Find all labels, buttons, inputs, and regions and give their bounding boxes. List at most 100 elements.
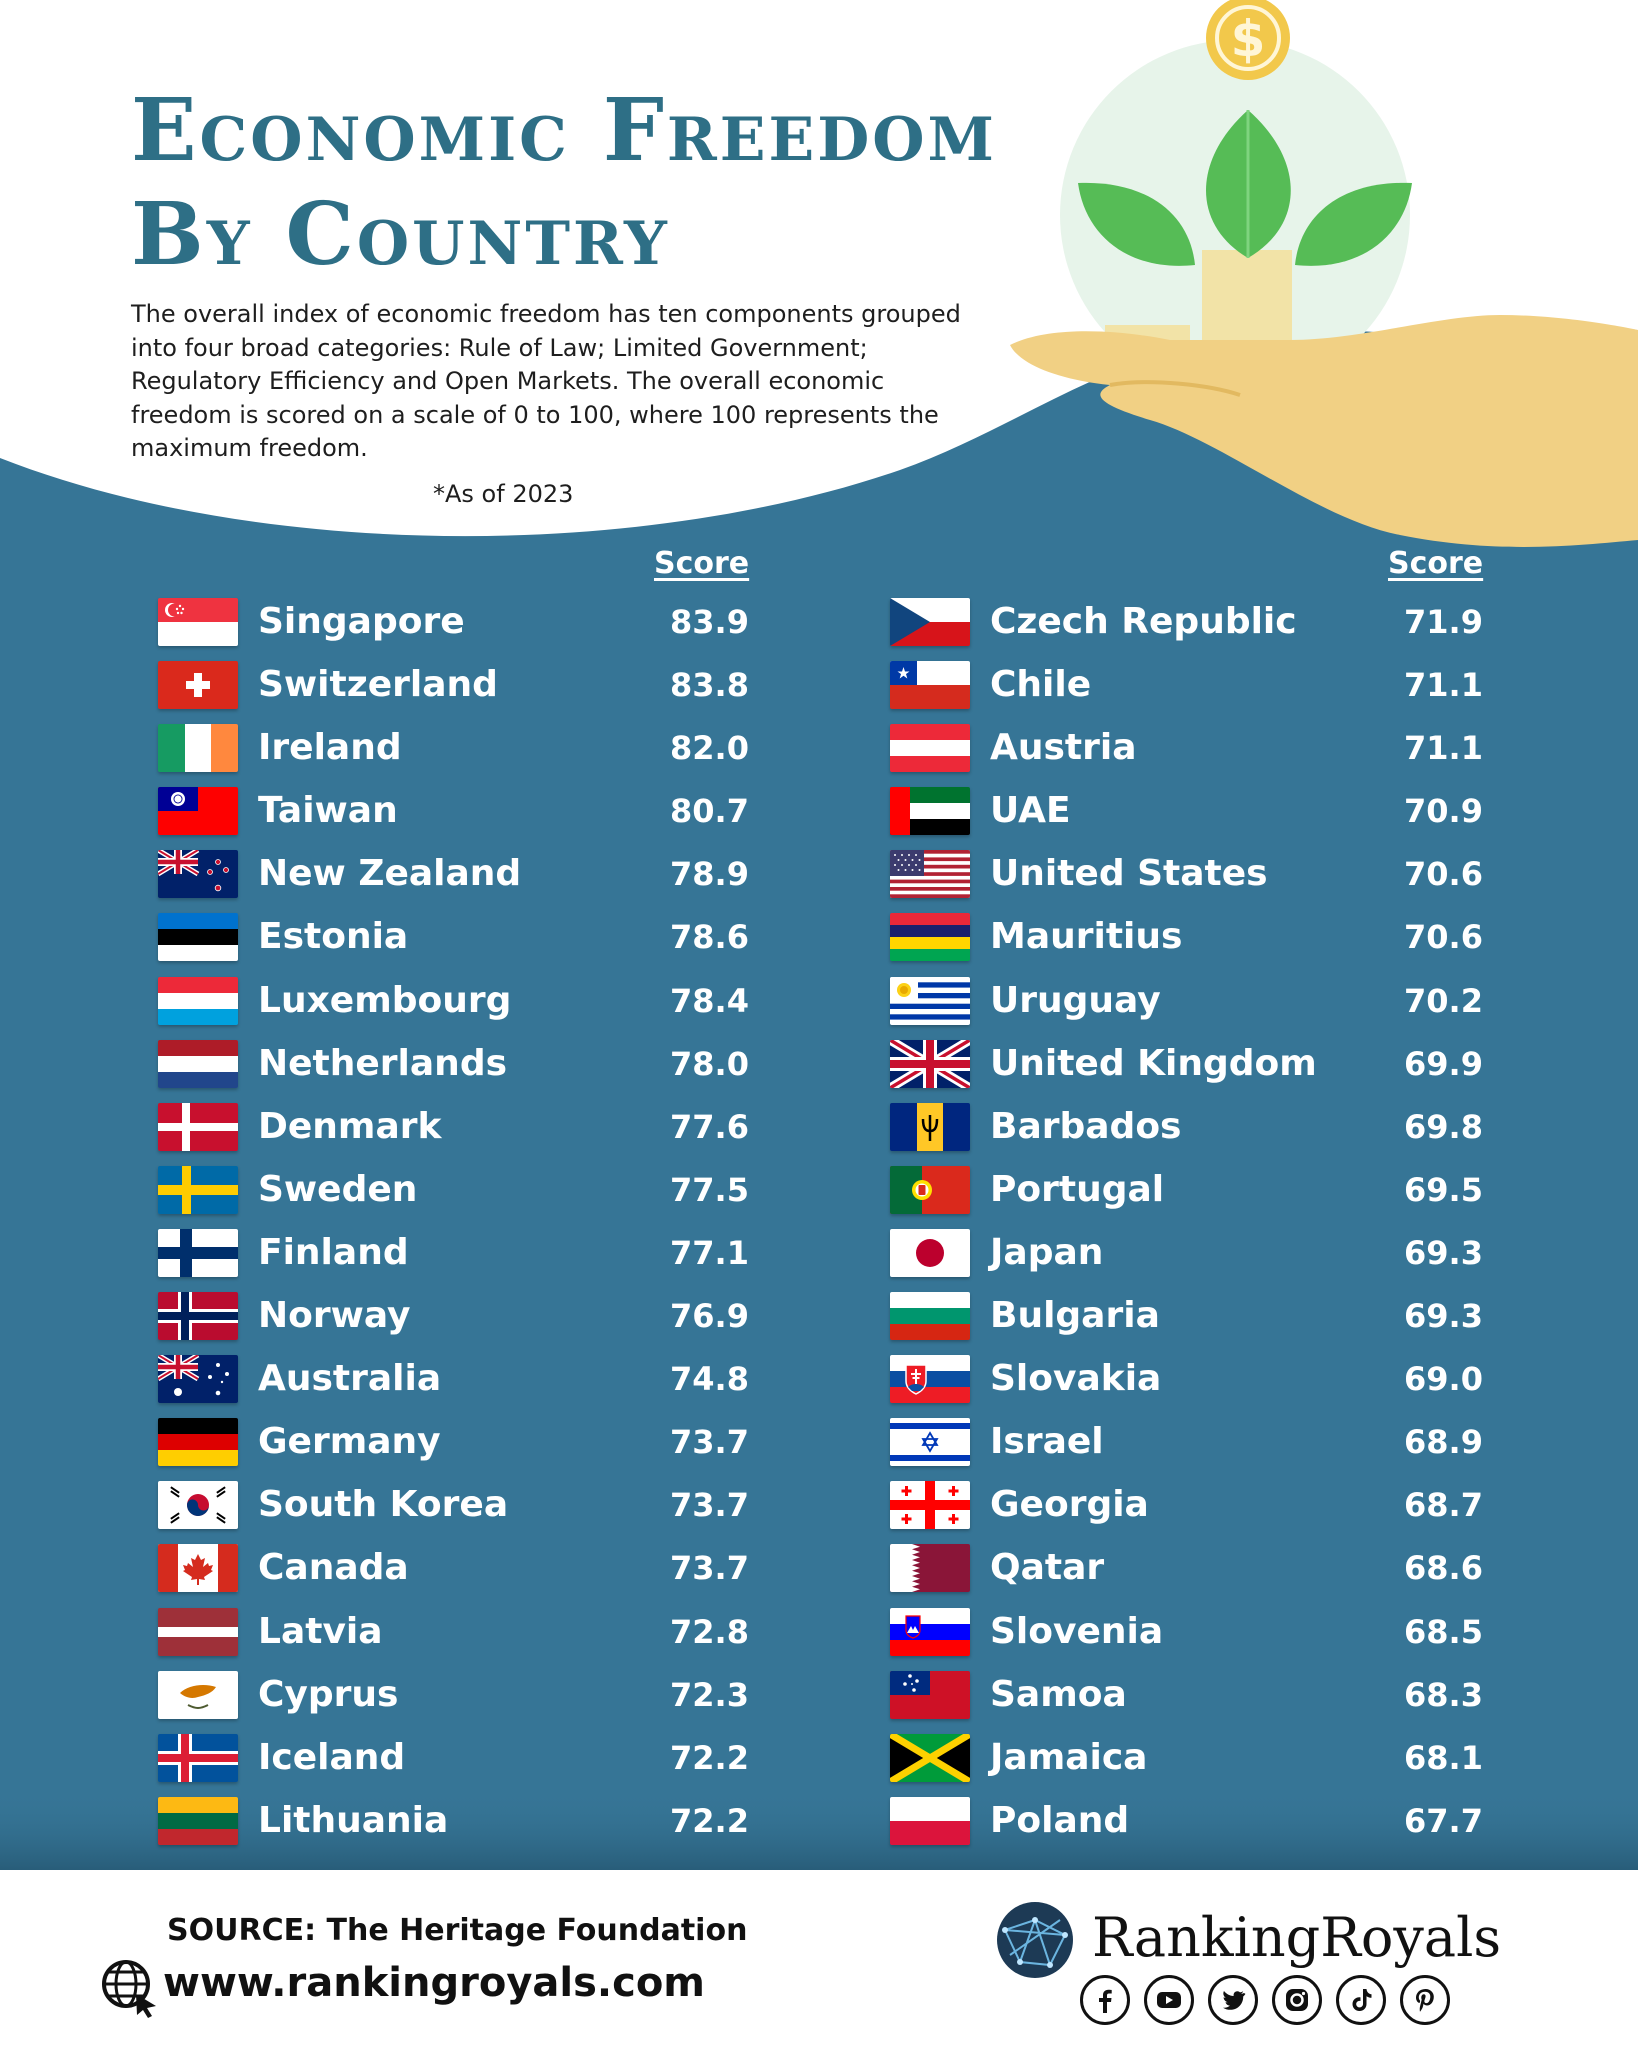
country-row: Slovenia 68.5: [890, 1600, 1510, 1663]
country-row: Sweden 77.5: [158, 1158, 778, 1221]
country-score: 68.9: [1404, 1423, 1483, 1462]
georgia-flag-icon: [890, 1481, 970, 1530]
ranking-list-left: Singapore 83.9 Switzerland 83.8 Ireland 82.0 T…: [158, 590, 778, 1852]
country-score: 70.6: [1404, 855, 1483, 894]
country-name: Chile: [990, 664, 1092, 706]
country-score: 68.7: [1404, 1486, 1483, 1525]
country-row: Jamaica 68.1: [890, 1726, 1510, 1789]
ireland-flag-icon: [158, 724, 238, 773]
country-score: 77.5: [670, 1170, 749, 1209]
country-row: Ireland 82.0: [158, 716, 778, 779]
ranking-list-right: Czech Republic 71.9 Chile 71.1 Austria 71.1 UA…: [890, 590, 1510, 1852]
country-row: Canada 73.7: [158, 1536, 778, 1599]
slovakia-flag-icon: [890, 1355, 970, 1404]
country-name: Japan: [990, 1231, 1104, 1273]
country-row: United Kingdom 69.9: [890, 1032, 1510, 1095]
country-name: UAE: [990, 790, 1071, 832]
brand-name: RankingRoyals: [1092, 1906, 1502, 1969]
jamaica-flag-icon: [890, 1733, 970, 1782]
country-row: Japan 69.3: [890, 1221, 1510, 1284]
country-row: Chile 71.1: [890, 653, 1510, 716]
country-score: 70.6: [1404, 918, 1483, 957]
pinterest-icon[interactable]: [1400, 1975, 1450, 2025]
country-score: 82.0: [670, 729, 749, 768]
country-name: Lithuania: [258, 1799, 449, 1841]
israel-flag-icon: [890, 1418, 970, 1467]
taiwan-flag-icon: [158, 787, 238, 836]
country-score: 76.9: [670, 1297, 749, 1336]
rankingroyals-logo-icon: [997, 1902, 1073, 1978]
country-row: Mauritius 70.6: [890, 905, 1510, 968]
country-name: Sweden: [258, 1168, 418, 1210]
country-name: Finland: [258, 1231, 409, 1273]
samoa-flag-icon: [890, 1670, 970, 1719]
country-score: 69.9: [1404, 1044, 1483, 1083]
country-name: Slovenia: [990, 1610, 1164, 1652]
country-name: Iceland: [258, 1736, 406, 1778]
date-note: *As of 2023: [433, 480, 574, 508]
netherlands-flag-icon: [158, 1039, 238, 1088]
page-title: Economic Freedom: [131, 80, 997, 181]
country-row: Netherlands 78.0: [158, 1032, 778, 1095]
uae-flag-icon: [890, 787, 970, 836]
country-score: 73.7: [670, 1486, 749, 1525]
country-score: 71.1: [1404, 666, 1483, 705]
instagram-icon[interactable]: [1272, 1975, 1322, 2025]
chile-flag-icon: [890, 661, 970, 710]
australia-flag-icon: [158, 1355, 238, 1404]
website-link[interactable]: www.rankingroyals.com: [163, 1960, 705, 2006]
country-name: Qatar: [990, 1547, 1105, 1589]
country-row: New Zealand 78.9: [158, 842, 778, 905]
country-score: 73.7: [670, 1549, 749, 1588]
country-name: Portugal: [990, 1168, 1165, 1210]
czech-republic-flag-icon: [890, 598, 970, 646]
country-name: Bulgaria: [990, 1295, 1160, 1337]
luxembourg-flag-icon: [158, 976, 238, 1025]
plant-in-hand-illustration: $: [1010, 0, 1638, 547]
country-row: Taiwan 80.7: [158, 779, 778, 842]
country-row: Cyprus 72.3: [158, 1663, 778, 1726]
facebook-icon[interactable]: [1080, 1975, 1130, 2025]
country-row: Estonia 78.6: [158, 905, 778, 968]
country-score: 72.3: [670, 1675, 749, 1714]
country-row: Lithuania 72.2: [158, 1789, 778, 1852]
uruguay-flag-icon: [890, 976, 970, 1025]
country-row: Luxembourg 78.4: [158, 969, 778, 1032]
denmark-flag-icon: [158, 1102, 238, 1151]
lithuania-flag-icon: [158, 1796, 238, 1845]
country-name: Czech Republic: [990, 601, 1297, 642]
country-name: Barbados: [990, 1105, 1182, 1147]
country-name: Singapore: [258, 601, 465, 642]
country-score: 69.8: [1404, 1107, 1483, 1146]
country-row: Australia 74.8: [158, 1347, 778, 1410]
country-score: 72.2: [670, 1738, 749, 1777]
country-name: Mauritius: [990, 916, 1183, 958]
country-score: 68.6: [1404, 1549, 1483, 1588]
youtube-icon[interactable]: [1144, 1975, 1194, 2025]
country-row: Denmark 77.6: [158, 1095, 778, 1158]
country-row: South Korea 73.7: [158, 1473, 778, 1536]
score-column-header: Score: [1388, 546, 1484, 581]
country-name: Denmark: [258, 1105, 442, 1147]
south-korea-flag-icon: [158, 1481, 238, 1530]
background-wave: [0, 330, 1638, 1870]
svg-text:$: $: [1231, 10, 1266, 68]
country-row: Uruguay 70.2: [890, 969, 1510, 1032]
country-score: 69.5: [1404, 1170, 1483, 1209]
portugal-flag-icon: [890, 1165, 970, 1214]
country-name: Slovakia: [990, 1358, 1162, 1400]
canada-flag-icon: [158, 1544, 238, 1593]
country-row: Finland 77.1: [158, 1221, 778, 1284]
social-links: [1080, 1975, 1450, 2025]
country-score: 71.1: [1404, 729, 1483, 768]
qatar-flag-icon: [890, 1544, 970, 1593]
tiktok-icon[interactable]: [1336, 1975, 1386, 2025]
country-name: Netherlands: [258, 1042, 508, 1084]
country-name: Jamaica: [990, 1736, 1148, 1778]
country-name: Israel: [990, 1421, 1104, 1463]
twitter-icon[interactable]: [1208, 1975, 1258, 2025]
country-row: Bulgaria 69.3: [890, 1284, 1510, 1347]
country-name: South Korea: [258, 1484, 509, 1526]
country-score: 78.4: [670, 981, 749, 1020]
country-score: 69.3: [1404, 1297, 1483, 1336]
